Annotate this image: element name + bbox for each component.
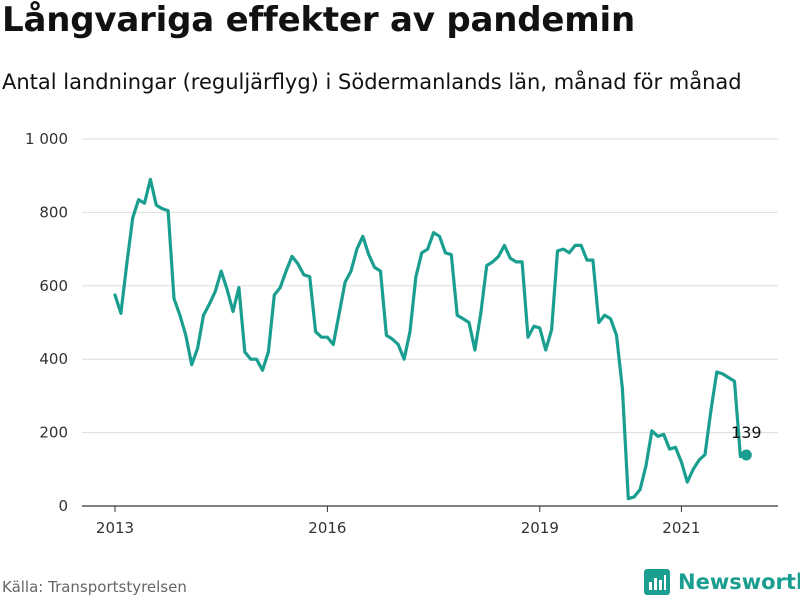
x-tick-label: 2016 xyxy=(308,519,346,537)
brand-name: Newsworthy xyxy=(678,570,800,594)
last-point-marker xyxy=(740,449,752,461)
x-tick-label: 2019 xyxy=(521,519,559,537)
data-label: 139 xyxy=(731,423,762,442)
gridlines xyxy=(82,138,778,507)
brand-logo: Newsworthy xyxy=(644,566,800,598)
series-layer xyxy=(113,177,743,501)
source-note: Källa: Transportstyrelsen xyxy=(2,578,187,596)
series-line xyxy=(113,177,743,501)
x-axis: 2013 2016 2019 2021 xyxy=(96,506,700,537)
y-tick-label: 800 xyxy=(39,203,68,221)
bar-chart-icon xyxy=(644,569,670,595)
chart-subtitle: Antal landningar (reguljärflyg) i Söderm… xyxy=(2,70,742,94)
x-tick-label: 2013 xyxy=(96,519,134,537)
y-axis: 0 200 400 600 800 1 000 xyxy=(25,130,68,515)
y-tick-label: 600 xyxy=(39,277,68,295)
chart-title: Långvariga effekter av pandemin xyxy=(2,0,635,40)
x-tick-label: 2021 xyxy=(662,519,700,537)
y-tick-label: 0 xyxy=(58,497,68,515)
y-tick-label: 400 xyxy=(39,350,68,368)
annotations: 139 xyxy=(731,423,762,461)
y-tick-label: 1 000 xyxy=(25,130,68,148)
y-tick-label: 200 xyxy=(39,424,68,442)
